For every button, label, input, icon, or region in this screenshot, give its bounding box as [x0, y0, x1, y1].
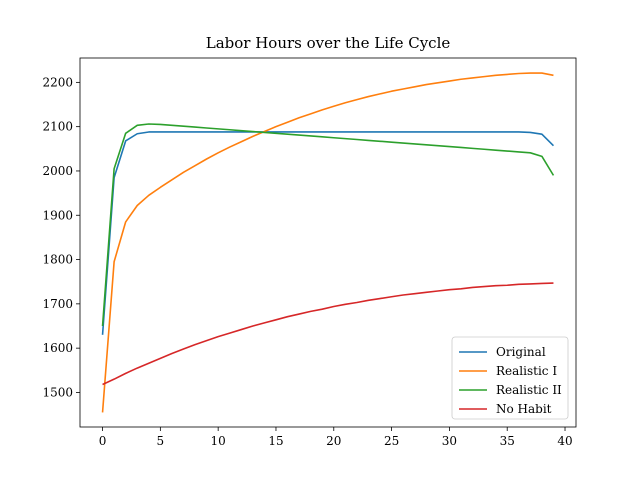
x-tick-label: 20 — [326, 434, 341, 448]
x-axis-ticks: 0 5 10 15 20 25 30 35 40 — [99, 427, 573, 448]
legend: Original Realistic I Realistic II No Habit — [451, 336, 569, 420]
legend-label: Realistic II — [496, 383, 562, 397]
legend-label: Realistic I — [496, 364, 557, 378]
series-line-original — [101, 131, 555, 335]
x-tick-label: 40 — [557, 434, 572, 448]
series-line-no-habit — [102, 282, 554, 386]
y-tick-label: 1600 — [42, 341, 73, 355]
y-tick-label: 2100 — [42, 120, 73, 134]
series-line-realistic-ii — [101, 123, 555, 327]
x-tick-label: 30 — [442, 434, 457, 448]
x-tick-label: 15 — [268, 434, 283, 448]
x-tick-label: 35 — [500, 434, 515, 448]
y-tick-label: 1900 — [42, 208, 73, 222]
y-tick-label: 2000 — [42, 164, 73, 178]
y-tick-label: 1500 — [42, 385, 73, 399]
chart-title: Labor Hours over the Life Cycle — [206, 34, 451, 52]
y-tick-label: 1800 — [42, 253, 73, 267]
y-axis-ticks: 1500 1600 1700 1800 1900 2000 2100 2200 — [42, 75, 80, 399]
x-tick-label: 0 — [99, 434, 107, 448]
y-tick-label: 2200 — [42, 75, 73, 89]
plot-area-frame — [79, 57, 577, 428]
legend-label: No Habit — [496, 402, 552, 416]
x-tick-label: 25 — [384, 434, 399, 448]
x-tick-label: 5 — [157, 434, 165, 448]
legend-label: Original — [496, 345, 546, 359]
x-tick-label: 10 — [211, 434, 226, 448]
series-lines — [101, 72, 555, 413]
y-tick-label: 1700 — [42, 297, 73, 311]
series-line-realistic-i — [101, 72, 554, 413]
legend-box — [451, 336, 569, 420]
